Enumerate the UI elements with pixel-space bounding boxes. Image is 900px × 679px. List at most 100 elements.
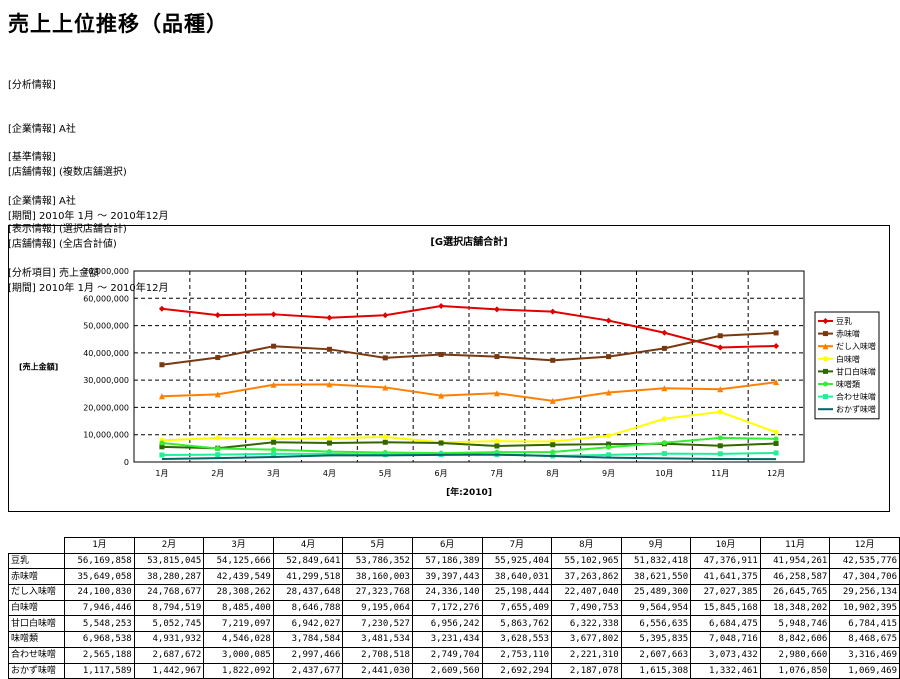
table-cell: 5,052,745: [133, 615, 205, 633]
table-cell: 5,863,762: [481, 615, 553, 633]
table-cell: 15,845,168: [690, 599, 761, 617]
table-cell: 2,708,518: [342, 646, 413, 664]
table-cell: 42,439,549: [203, 568, 274, 586]
table-row-label: おかず味噌: [7, 662, 66, 679]
legend-label: だし入味噌: [836, 341, 876, 351]
legend-label: 赤味噌: [836, 329, 860, 339]
data-point: [271, 343, 277, 349]
table-cell: 9,195,064: [342, 599, 413, 617]
table-cell: 1,076,850: [759, 662, 831, 679]
table-cell: 8,646,788: [272, 599, 344, 617]
table-cell: 28,437,648: [272, 584, 344, 601]
x-tick-label: 2月: [211, 469, 224, 478]
info-line: [基準情報]: [8, 152, 56, 163]
table-cell: 6,968,538: [64, 631, 135, 648]
table-row: 豆乳 56,169,858 53,815,045 54,125,666 52,849,6…: [7, 552, 900, 570]
data-point: [382, 312, 389, 319]
table-cell: 2,221,310: [551, 646, 622, 664]
table-cell: 2,753,110: [481, 646, 553, 664]
data-point: [159, 440, 165, 446]
table-cell: 25,489,300: [620, 584, 692, 601]
table-cell: 38,640,031: [481, 568, 553, 586]
data-point: [159, 452, 165, 458]
table-row-label: 甘口白味噌: [7, 615, 66, 633]
table-cell: 6,556,635: [620, 615, 692, 633]
table-cell: 8,842,606: [759, 631, 831, 648]
table-cell: 38,160,003: [342, 568, 413, 586]
data-point: [550, 442, 556, 448]
table-cell: 51,832,418: [620, 552, 692, 570]
y-tick-label: 70,000,000: [83, 267, 129, 276]
table-cell: 47,304,706: [829, 568, 900, 586]
table-cell: 2,749,704: [411, 646, 483, 664]
data-point: [606, 444, 612, 450]
table-column-header: 10月: [690, 537, 761, 554]
data-point: [549, 397, 556, 404]
info-line: [分析情報]: [8, 80, 56, 91]
data-point: [158, 305, 165, 312]
series-line: [161, 381, 777, 402]
data-point: [661, 329, 668, 336]
table-cell: 2,437,677: [272, 662, 344, 679]
data-point: [773, 429, 779, 435]
data-point: [717, 386, 724, 393]
data-point: [214, 312, 221, 319]
data-point: [661, 345, 667, 351]
table-cell: 28,308,262: [203, 584, 274, 601]
table-column-header: 12月: [829, 537, 900, 554]
data-point: [717, 435, 723, 441]
table-row: 白味噌 7,946,446 8,794,519 8,485,400 8,646,788 9…: [7, 599, 900, 617]
data-point: [214, 391, 221, 398]
legend-marker: [823, 368, 828, 374]
data-point: [271, 439, 277, 445]
data-point: [493, 390, 500, 397]
y-tick-label: 60,000,000: [83, 294, 129, 303]
table-cell: 2,692,294: [481, 662, 553, 679]
x-tick-label: 11月: [711, 469, 729, 478]
info-line: [表示情報] (選択店舗合計): [8, 224, 127, 235]
y-axis-label: [売上金額]: [19, 362, 58, 372]
table-cell: 55,925,404: [481, 552, 553, 570]
data-point: [550, 357, 556, 363]
table-cell: 5,548,253: [64, 615, 135, 633]
table-cell: 8,794,519: [133, 599, 205, 617]
table-cell: 42,535,776: [829, 552, 900, 570]
info-line: [期間] 2010年 1月 ～ 2010年12月: [8, 210, 169, 222]
legend: [814, 311, 880, 420]
data-point: [382, 384, 389, 391]
table-row-label: 豆乳: [7, 552, 66, 570]
table-cell: 27,323,768: [342, 584, 413, 601]
series-line: [161, 410, 777, 444]
table-cell: 47,376,911: [690, 552, 761, 570]
table-cell: 27,027,385: [690, 584, 761, 601]
data-point: [215, 435, 221, 441]
table-cell: 3,677,802: [551, 631, 622, 648]
table-column-header: 8月: [551, 537, 622, 554]
table-column-header: 7月: [481, 537, 553, 554]
table-cell: 6,322,338: [551, 615, 622, 633]
page-title: 売上上位推移（品種）: [8, 12, 228, 36]
table-cell: 2,997,466: [272, 646, 344, 664]
table-cell: 4,546,028: [203, 631, 274, 648]
chart-frame: [G選択店舗合計] 0 10,000,000 20,000,000 30,000,000…: [8, 225, 890, 512]
line-chart: [G選択店舗合計] 0 10,000,000 20,000,000 30,000,000…: [19, 235, 880, 498]
x-tick-label: 8月: [546, 469, 559, 478]
info-line: [企業情報] A社: [8, 123, 76, 135]
table-cell: 29,256,134: [829, 584, 900, 601]
table-cell: 24,336,140: [411, 584, 483, 601]
data-point: [661, 385, 668, 392]
table-cell: 2,441,030: [342, 662, 413, 679]
data-point: [661, 440, 667, 446]
data-point: [605, 317, 612, 324]
data-point: [773, 330, 779, 336]
data-point: [661, 451, 667, 457]
table-cell: 6,956,242: [411, 615, 483, 633]
x-tick-label: 1月: [155, 469, 168, 478]
table-header-row: 1月 2月 3月 4月 5月 6月 7月 8月 9月 10月 11月 12月: [8, 537, 900, 554]
table-cell: 7,655,409: [481, 599, 553, 617]
x-tick-label: 12月: [767, 469, 785, 478]
data-point: [493, 306, 500, 313]
table-cell: 55,102,965: [551, 552, 622, 570]
table-cell: 1,822,092: [203, 662, 274, 679]
info-line: [企業情報] A社: [8, 195, 76, 207]
